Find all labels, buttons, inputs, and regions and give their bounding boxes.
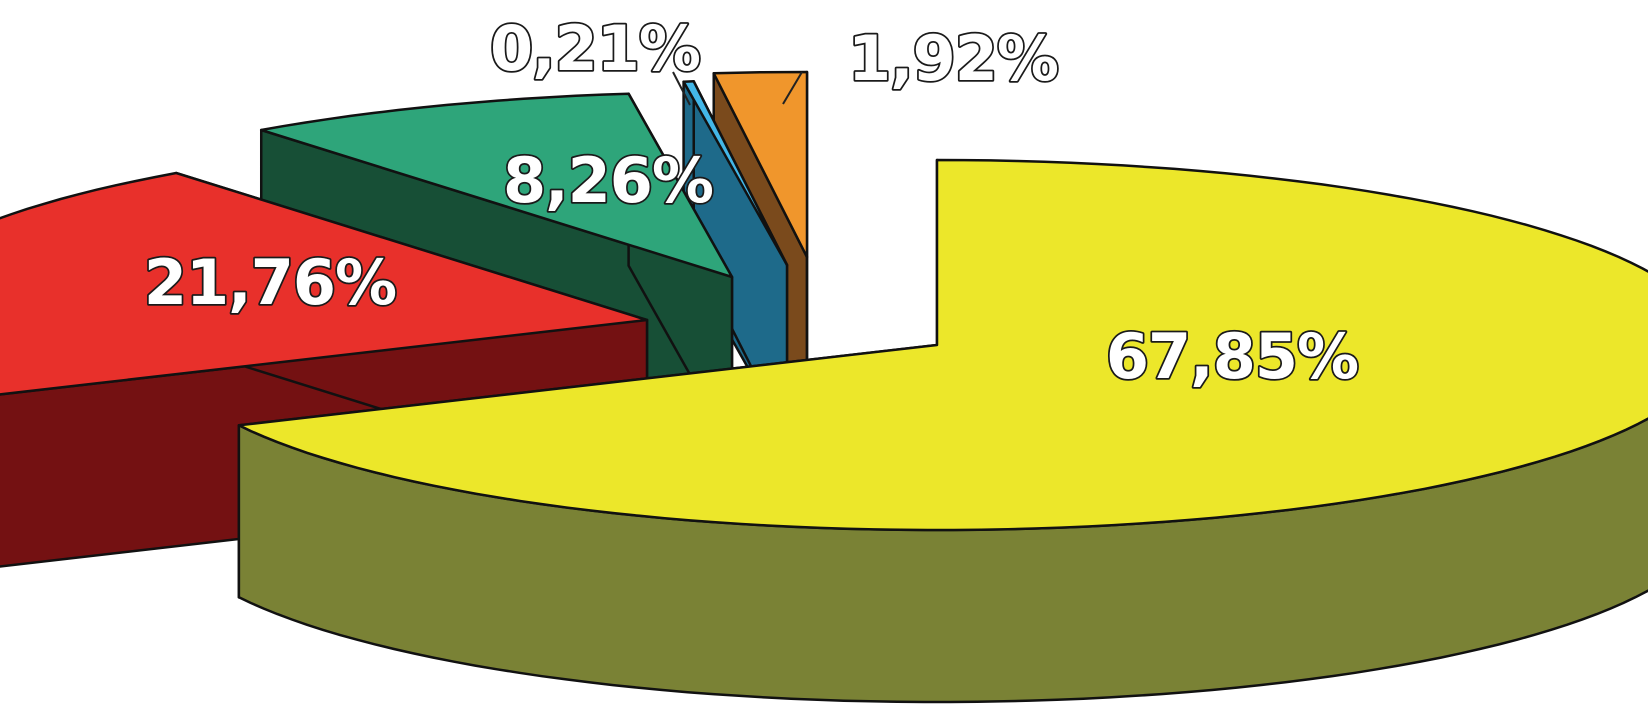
leader-line-1 [672,71,691,106]
pie-slice-4 [682,80,789,439]
slice-label-2: 21,76% [144,246,396,319]
pie-slices [0,70,1648,704]
slice-label-4: 0,21% [490,12,700,85]
slice-label-1: 67,85% [1106,320,1358,393]
pie-labels: 67,85% 21,76% 8,26% 0,21% 1,92% [142,10,1361,395]
slice-5-top [712,70,809,259]
slice-3-top [259,92,734,279]
slice-label-5: 1,92% [848,22,1058,95]
slice-label-3: 8,26% [503,144,713,217]
slice-2-top [0,171,649,396]
slice-4-top [682,80,789,267]
leader-lines [672,71,803,106]
pie-slice-1 [237,158,1648,704]
slice-1-top [237,158,1648,532]
leader-line-2 [782,71,803,105]
